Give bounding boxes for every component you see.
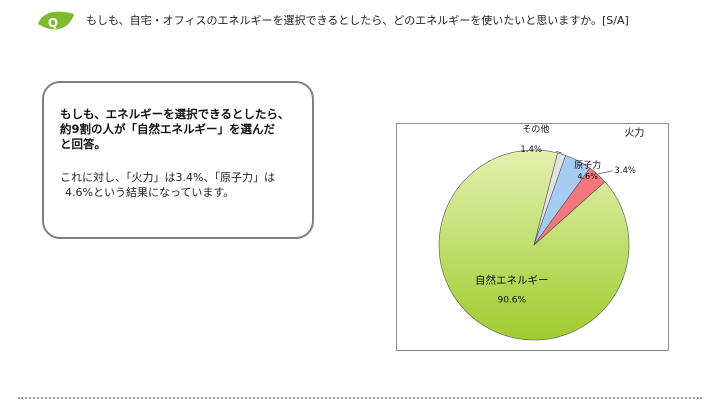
- pie-slice-thermal: [533, 167, 606, 246]
- data-label-value: 90.6%: [497, 296, 526, 306]
- summary-body-line: 4.6%という結果になっています。: [65, 186, 235, 199]
- pie-chart-frame: 自然エネルギー 90.6% その他 1.4% 原子力 4.6% 火力 3.4%: [396, 123, 669, 351]
- data-label-value: 3.4%: [614, 166, 636, 176]
- summary-body-line: これに対し、「火力」は3.4%、「原子力」は: [60, 171, 275, 184]
- summary-box: もしも、エネルギーを選択できるとしたら、 約9割の人が「自然エネルギー」を選んだ…: [42, 81, 314, 239]
- data-label-value: 4.6%: [577, 172, 598, 181]
- summary-body: これに対し、「火力」は3.4%、「原子力」は 4.6%という結果になっています。: [60, 170, 300, 200]
- summary-headline-line: 約9割の人が「自然エネルギー」を選んだ: [60, 122, 275, 136]
- question-text: もしも、自宅・オフィスのエネルギーを選択できるとしたら、どのエネルギーを使いたい…: [86, 14, 629, 27]
- summary-headline-line: と回答。: [60, 137, 106, 151]
- data-label-name: その他: [522, 124, 549, 135]
- leader-line: [555, 150, 563, 154]
- question-badge-letter: Q: [48, 16, 58, 30]
- question-badge: Q: [38, 11, 74, 30]
- data-label-name: 火力: [624, 126, 644, 139]
- data-label-value: 1.4%: [520, 145, 542, 155]
- footer-divider: [18, 397, 702, 399]
- leader-line: [598, 170, 613, 175]
- data-label-name: 原子力: [574, 159, 601, 171]
- data-label-name: 自然エネルギー: [475, 274, 549, 287]
- summary-headline: もしも、エネルギーを選択できるとしたら、 約9割の人が「自然エネルギー」を選んだ…: [60, 107, 300, 152]
- leaf-icon: [38, 11, 74, 30]
- summary-headline-line: もしも、エネルギーを選択できるとしたら、: [60, 107, 290, 121]
